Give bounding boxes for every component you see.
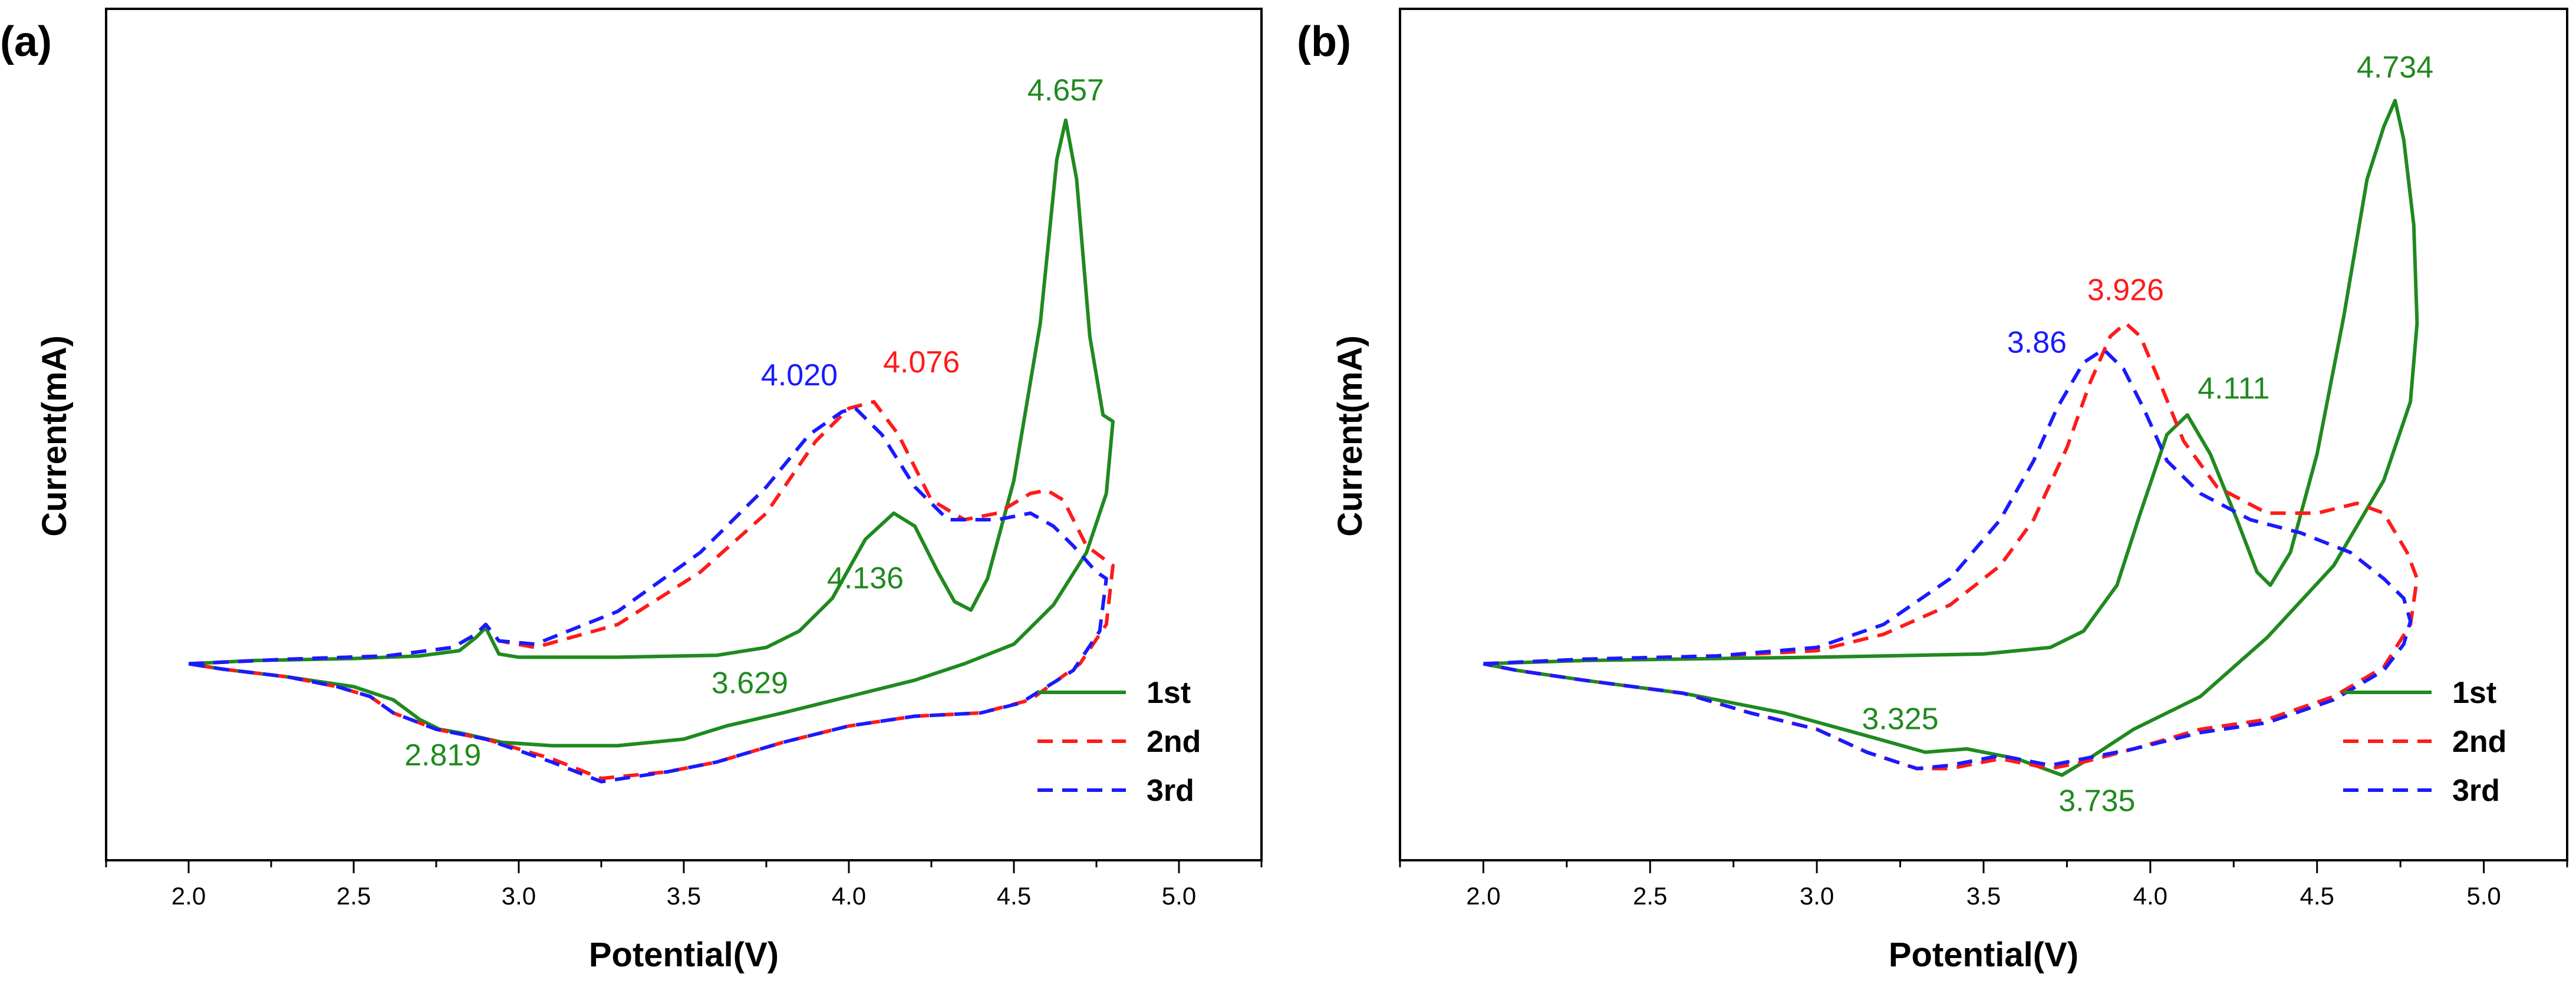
x-tick-label: 4.0 bbox=[2133, 882, 2167, 910]
x-axis-title-b: Potential(V) bbox=[1889, 936, 2078, 974]
x-tick-label: 3.0 bbox=[1800, 882, 1834, 910]
x-tick-label: 2.0 bbox=[1466, 882, 1500, 910]
panel-label-a: (a) bbox=[0, 18, 52, 65]
annotations-b: 4.734 3.926 3.86 4.111 3.325 3.735 bbox=[1862, 51, 2434, 818]
x-tick-label: 2.0 bbox=[172, 882, 206, 910]
peak-label: 4.136 bbox=[827, 562, 904, 596]
y-axis-title-b: Current(mA) bbox=[1331, 335, 1369, 537]
peak-label: 2.819 bbox=[404, 738, 481, 772]
legend-label-2nd: 2nd bbox=[2452, 725, 2506, 759]
series-1st-curve bbox=[188, 118, 1115, 748]
series-layer-b bbox=[1483, 98, 2419, 777]
series-3rd-curve bbox=[188, 407, 1108, 784]
x-tick-label: 2.5 bbox=[337, 882, 371, 910]
x-tick-label: 4.5 bbox=[2300, 882, 2334, 910]
legend-label-3rd: 3rd bbox=[2452, 774, 2500, 808]
peak-label: 4.657 bbox=[1027, 74, 1104, 108]
series-2nd-curve bbox=[188, 399, 1115, 781]
x-tick-label: 5.0 bbox=[2466, 882, 2501, 910]
peak-label: 3.735 bbox=[2058, 784, 2135, 818]
plot-frame-a bbox=[105, 8, 1263, 861]
legend-b: 1st 2nd 3rd bbox=[2343, 676, 2506, 808]
annotations-a: 4.657 4.020 4.076 4.136 3.629 2.819 bbox=[404, 74, 1104, 772]
x-tick-label: 3.5 bbox=[667, 882, 701, 910]
peak-label: 3.86 bbox=[2007, 326, 2067, 360]
legend-label-3rd: 3rd bbox=[1147, 774, 1194, 808]
peak-label: 3.325 bbox=[1862, 702, 1939, 737]
x-tick-label: 4.0 bbox=[832, 882, 866, 910]
x-ticks-b: 2.0 2.5 3.0 3.5 4.0 4.5 5.0 bbox=[1399, 860, 2568, 910]
legend-label-2nd: 2nd bbox=[1147, 725, 1201, 759]
panel-b: (b) Potential(V) Current(mA) 2.0 2.5 3.0 3.… bbox=[1297, 8, 2568, 974]
series-3rd-curve bbox=[1483, 348, 2413, 771]
x-axis-title-a: Potential(V) bbox=[589, 936, 779, 974]
series-layer-a bbox=[188, 118, 1115, 784]
series-1st-curve bbox=[1483, 98, 2419, 777]
plot-frame-b bbox=[1399, 8, 2568, 861]
panel-label-b: (b) bbox=[1297, 18, 1351, 65]
legend-a: 1st 2nd 3rd bbox=[1037, 676, 1201, 808]
legend-label-1st: 1st bbox=[2452, 676, 2496, 710]
x-tick-label: 5.0 bbox=[1162, 882, 1196, 910]
peak-label: 4.734 bbox=[2357, 51, 2433, 85]
x-ticks-a: 2.0 2.5 3.0 3.5 4.0 4.5 5.0 bbox=[105, 860, 1263, 910]
x-tick-label: 4.5 bbox=[997, 882, 1031, 910]
peak-label: 4.020 bbox=[761, 358, 838, 392]
x-tick-label: 3.5 bbox=[1966, 882, 2001, 910]
panel-a: (a) Potential(V) Current(mA) 2.0 2.5 3.0 3.… bbox=[0, 8, 1263, 974]
peak-label: 3.629 bbox=[711, 666, 788, 701]
legend-label-1st: 1st bbox=[1147, 676, 1191, 710]
peak-label: 3.926 bbox=[2087, 273, 2164, 308]
y-axis-title-a: Current(mA) bbox=[35, 335, 74, 537]
series-2nd-curve bbox=[1483, 321, 2419, 771]
x-tick-label: 3.0 bbox=[502, 882, 536, 910]
peak-label: 4.076 bbox=[883, 345, 960, 379]
x-tick-label: 2.5 bbox=[1633, 882, 1667, 910]
peak-label: 4.111 bbox=[2198, 371, 2269, 405]
